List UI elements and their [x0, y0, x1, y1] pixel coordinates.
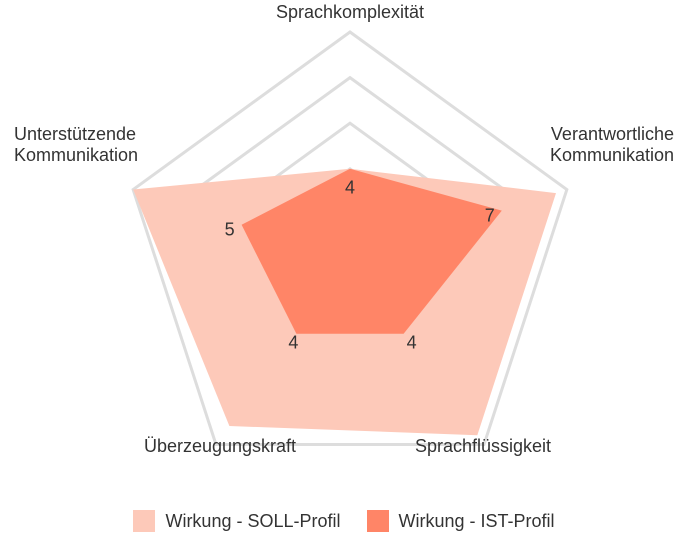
axis-label-1: Verantwortliche Kommunikation	[550, 124, 674, 165]
legend-label-ist: Wirkung - IST-Profil	[398, 510, 555, 531]
value-label-2: 4	[407, 333, 417, 353]
value-label-0: 4	[345, 178, 355, 198]
axis-label-2: Sprachflüssigkeit	[415, 436, 551, 456]
legend: Wirkung - SOLL-Profil Wirkung - IST-Prof…	[0, 510, 688, 532]
value-label-4: 5	[225, 220, 235, 240]
legend-swatch-ist	[366, 510, 389, 532]
value-label-3: 4	[288, 333, 298, 353]
axis-label-0: Sprachkomplexität	[276, 2, 424, 22]
series-area-1	[241, 168, 502, 334]
legend-item-soll[interactable]: Wirkung - SOLL-Profil	[133, 510, 341, 532]
axis-label-3: Überzeugungskraft	[144, 436, 296, 456]
axis-label-4: Unterstützende Kommunikation	[14, 124, 138, 165]
legend-item-ist[interactable]: Wirkung - IST-Profil	[366, 510, 555, 532]
legend-swatch-soll	[133, 510, 156, 532]
value-label-1: 7	[485, 205, 495, 225]
legend-label-soll: Wirkung - SOLL-Profil	[165, 510, 341, 531]
grid-ring-3	[131, 30, 569, 446]
